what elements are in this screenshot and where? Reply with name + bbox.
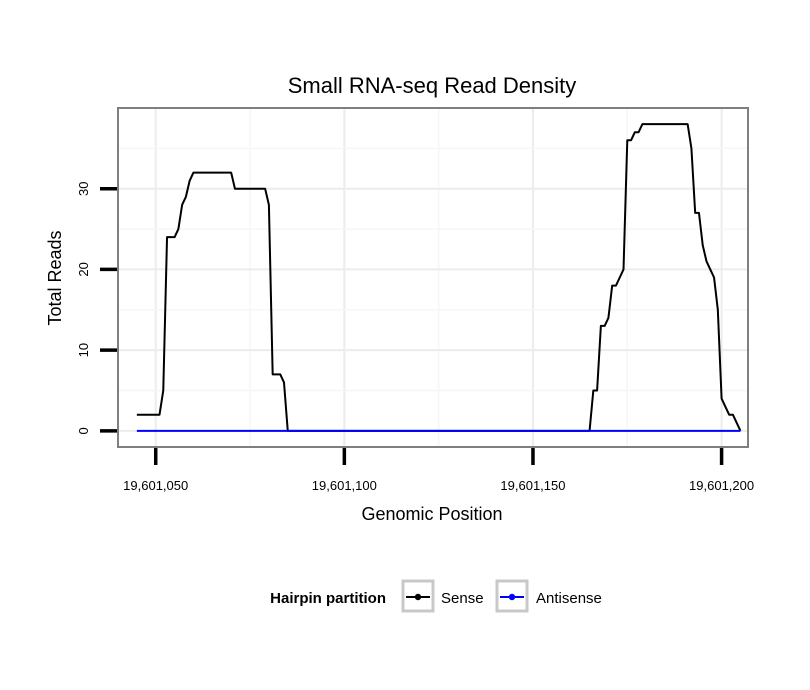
series-layer	[136, 123, 742, 432]
legend-item-antisense: Antisense	[495, 579, 602, 613]
y-tick-label: 0	[76, 427, 91, 434]
y-axis-title: Total Reads	[45, 230, 65, 325]
x-tick-label: 19,601,200	[689, 478, 754, 493]
x-axis: 19,601,050 19,601,100 19,601,150 19,601,200	[123, 448, 754, 493]
x-tick-label: 19,601,100	[312, 478, 377, 493]
legend: Hairpin partition Sense Antisense	[270, 579, 602, 613]
y-tick-label: 20	[76, 262, 91, 276]
x-tick-label: 19,601,050	[123, 478, 188, 493]
panel-border	[117, 107, 749, 448]
legend-label-sense: Sense	[441, 590, 484, 607]
x-axis-title: Genomic Position	[361, 504, 502, 524]
legend-item-sense: Sense	[401, 579, 484, 613]
y-axis: 0 10 20 30	[76, 181, 117, 434]
plot-panel	[117, 107, 749, 448]
y-tick-label: 10	[76, 343, 91, 357]
x-tick-label: 19,601,150	[500, 478, 565, 493]
legend-key-antisense-point	[508, 593, 516, 601]
y-tick-label: 30	[76, 181, 91, 195]
legend-title: Hairpin partition	[270, 590, 386, 607]
chart-title: Small RNA-seq Read Density	[288, 73, 577, 98]
legend-key-sense-point	[414, 593, 422, 601]
legend-label-antisense: Antisense	[536, 590, 602, 607]
panel-background	[118, 108, 748, 447]
